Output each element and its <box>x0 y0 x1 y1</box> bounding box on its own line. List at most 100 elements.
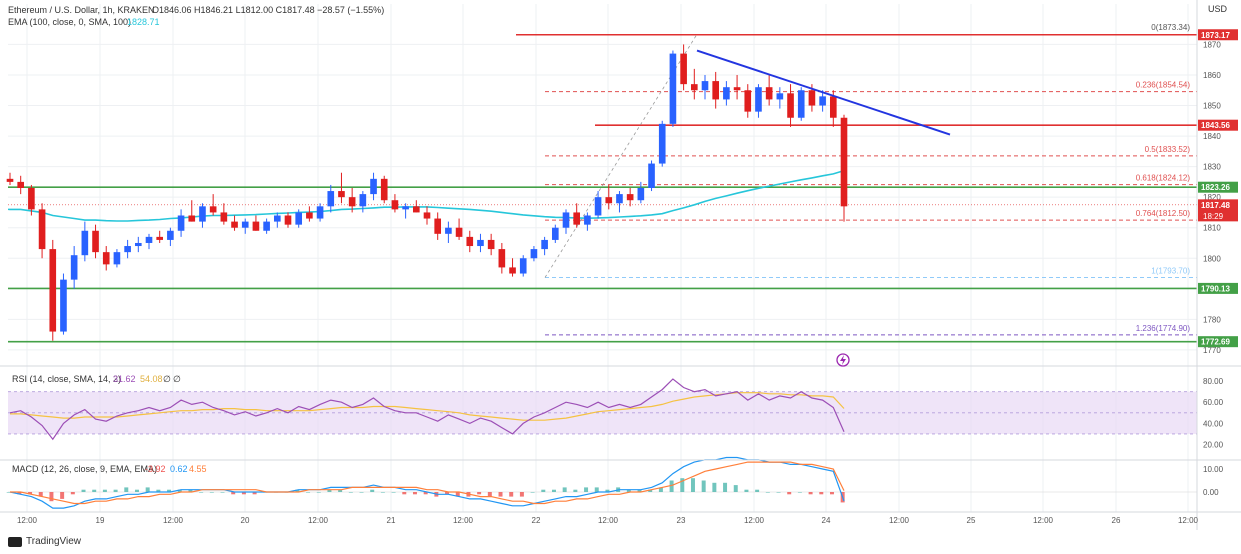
x-tick-label: 12:00 <box>1178 516 1199 525</box>
candle-body <box>626 194 634 201</box>
price-tag-label: 1772.69 <box>1201 338 1230 347</box>
macd-hist-bar <box>530 492 535 493</box>
candle-body <box>573 212 581 225</box>
candle-body <box>712 81 720 100</box>
candle-body <box>616 194 623 204</box>
candle-body <box>466 236 474 247</box>
y-tick-label: 1820 <box>1203 193 1221 202</box>
fib-label: 0.236(1854.54) <box>1136 81 1191 90</box>
candle-body <box>134 242 142 247</box>
fib-label: 0(1873.34) <box>1151 23 1190 32</box>
macd-hist-bar <box>626 489 631 492</box>
candle-body <box>338 191 345 198</box>
macd-hist-bar <box>70 492 75 495</box>
macd-hist-bar <box>81 489 86 492</box>
x-tick-label: 12:00 <box>453 516 474 525</box>
x-tick-label: 12:00 <box>598 516 619 525</box>
candle-body <box>156 236 164 240</box>
x-tick-label: 12:00 <box>308 516 329 525</box>
signal-value: 4.55 <box>189 464 207 474</box>
macd-hist-bar <box>477 492 482 495</box>
rsi-ma-path <box>10 392 845 421</box>
macd-hist-bar <box>209 492 214 493</box>
candle-body <box>648 163 655 188</box>
fib-label: 0.764(1812.50) <box>1136 209 1191 218</box>
macd-hist-bar <box>680 478 685 492</box>
candle-body <box>81 230 89 256</box>
candle-body <box>391 200 399 210</box>
macd-value: 0.62 <box>170 464 188 474</box>
macd-hist-bar <box>487 492 492 497</box>
candle-body <box>402 206 409 210</box>
macd-hist-bar <box>765 492 770 493</box>
macd-hist-bar <box>177 489 182 492</box>
candle-body <box>829 96 837 118</box>
macd-hist-bar <box>199 492 204 493</box>
candle-body <box>776 93 784 100</box>
macd-hist-bar <box>348 492 353 493</box>
macd-hist-bar <box>787 492 792 495</box>
candle-body <box>701 81 709 91</box>
y-tick-label: 1850 <box>1203 102 1221 111</box>
macd-hist-bar <box>658 487 663 492</box>
rsi-legend: RSI (14, close, SMA, 14, 2) <box>12 374 121 384</box>
macd-hist-bar <box>38 492 43 497</box>
macd-hist-bar <box>562 487 567 492</box>
candle-body <box>241 221 249 228</box>
x-tick-label: 19 <box>96 516 105 525</box>
rsi-na-2: ∅ <box>173 374 181 384</box>
macd-tick-label: 0.00 <box>1203 488 1219 497</box>
price-tag <box>1198 119 1238 131</box>
macd-hist-bar <box>391 492 396 493</box>
price-tag-label: 1817.48 <box>1201 201 1230 210</box>
y-tick-label: 1840 <box>1203 132 1221 141</box>
candle-body <box>797 90 805 118</box>
rsi-path <box>9 378 845 441</box>
macd-hist-bar <box>573 489 578 492</box>
macd-hist-bar <box>338 489 343 492</box>
macd-hist-bar <box>637 489 642 492</box>
x-tick-label: 21 <box>387 516 396 525</box>
macd-hist-bar <box>509 492 514 497</box>
signal-path <box>10 461 845 505</box>
price-levels <box>8 33 1197 343</box>
macd-hist-bar <box>819 492 824 495</box>
macd-hist-bar <box>295 489 300 492</box>
rsi-value: 31.62 <box>113 374 136 384</box>
candles[interactable] <box>6 44 848 341</box>
macd-hist-bar <box>102 489 107 492</box>
macd-hist-bar <box>445 492 450 495</box>
candle-body <box>124 246 131 253</box>
candle-body <box>102 252 110 265</box>
candle-body <box>445 227 452 234</box>
candle-body <box>680 53 687 85</box>
price-tag-label: 1843.56 <box>1201 121 1230 130</box>
macd-hist-bar <box>167 489 172 492</box>
y-tick-label: 1770 <box>1203 346 1221 355</box>
candle-body <box>113 252 121 265</box>
countdown-label: 18:29 <box>1203 212 1224 221</box>
macd-hist-bar <box>380 492 385 493</box>
candle-body <box>6 178 14 182</box>
macd-hist-bar <box>723 482 728 492</box>
x-tick-label: 20 <box>241 516 250 525</box>
candle-body <box>765 87 773 100</box>
brand-label: TradingView <box>26 536 82 547</box>
candle-body <box>327 191 335 207</box>
x-tick-label: 24 <box>822 516 831 525</box>
macd-hist-bar <box>701 480 706 492</box>
price-tag <box>1198 29 1238 41</box>
tradingview-logo[interactable]: TradingView <box>8 536 81 547</box>
candle-body <box>209 206 217 213</box>
macd-hist-bar <box>829 492 834 495</box>
candle-body <box>231 221 238 228</box>
candle-body <box>723 87 730 100</box>
macd-hist-bar <box>755 489 760 492</box>
macd-hist-bar <box>808 492 813 495</box>
lightning-icon[interactable] <box>836 353 850 367</box>
macd-hist-bar <box>776 492 781 493</box>
candle-body <box>530 249 538 259</box>
macd-hist-bar <box>359 492 364 493</box>
candle-body <box>316 206 324 219</box>
